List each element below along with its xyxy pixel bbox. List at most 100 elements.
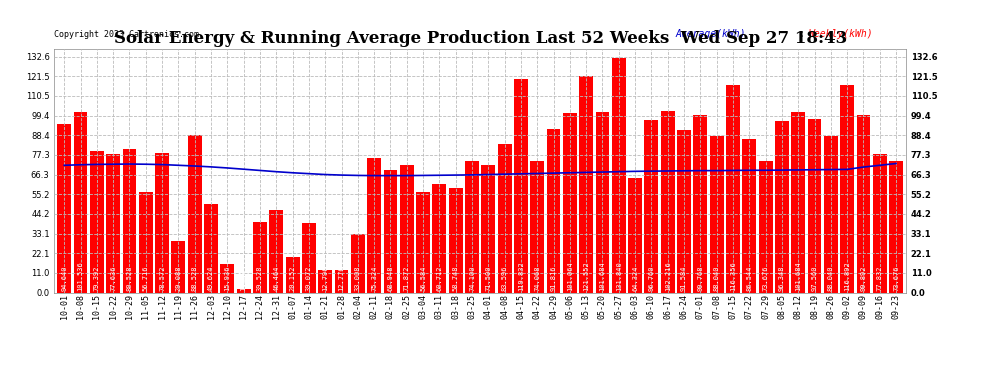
Text: 73.676: 73.676 [762,265,768,291]
Bar [824,136,838,292]
Bar [383,170,397,292]
Text: 101.064: 101.064 [567,261,573,291]
Bar [791,112,805,292]
Text: 74.100: 74.100 [469,265,475,291]
Bar [841,84,854,292]
Text: 64.324: 64.324 [632,265,639,291]
Text: 101.684: 101.684 [600,261,606,291]
Bar [563,112,577,292]
Bar [188,135,202,292]
Bar [758,161,772,292]
Bar [579,76,593,292]
Text: 46.464: 46.464 [273,265,279,291]
Text: 58.748: 58.748 [452,265,458,291]
Bar [629,178,643,292]
Text: 99.768: 99.768 [697,265,703,291]
Text: 71.500: 71.500 [485,265,491,291]
Bar [873,154,887,292]
Text: 96.348: 96.348 [779,265,785,291]
Bar [139,192,152,292]
Text: 121.552: 121.552 [583,261,589,291]
Bar [253,222,267,292]
Bar [269,210,283,292]
Text: 73.676: 73.676 [893,265,899,291]
Text: 49.624: 49.624 [208,265,214,291]
Text: Copyright 2023 Cartronics.com: Copyright 2023 Cartronics.com [54,30,199,39]
Text: 80.528: 80.528 [127,265,133,291]
Text: 88.040: 88.040 [714,265,720,291]
Bar [726,86,740,292]
Bar [171,241,185,292]
Text: 88.528: 88.528 [192,265,198,291]
Bar [644,120,658,292]
Bar [400,165,414,292]
Text: 39.528: 39.528 [257,265,263,291]
Text: Average(kWh): Average(kWh) [676,29,746,39]
Text: 101.536: 101.536 [77,261,83,291]
Bar [90,151,104,292]
Bar [335,270,348,292]
Bar [481,165,495,292]
Text: 74.068: 74.068 [535,265,541,291]
Bar [123,149,137,292]
Bar [73,112,87,292]
Text: 20.152: 20.152 [290,265,296,291]
Bar [531,161,544,292]
Bar [350,234,364,292]
Bar [710,136,724,292]
Text: 88.040: 88.040 [828,265,834,291]
Text: Weekly(kWh): Weekly(kWh) [809,29,873,39]
Text: 68.948: 68.948 [387,265,393,291]
Text: 39.072: 39.072 [306,265,312,291]
Text: 29.088: 29.088 [175,265,181,291]
Bar [546,129,560,292]
Text: 79.392: 79.392 [94,265,100,291]
Text: 12.776: 12.776 [339,265,345,291]
Text: 86.544: 86.544 [746,265,752,291]
Text: 60.712: 60.712 [437,265,443,291]
Bar [693,115,707,292]
Title: Solar Energy & Running Average Production Last 52 Weeks  Wed Sep 27 18:43: Solar Energy & Running Average Productio… [114,30,846,47]
Bar [498,144,512,292]
Text: 56.584: 56.584 [420,265,426,291]
Text: 96.760: 96.760 [648,265,654,291]
Bar [514,79,528,292]
Bar [237,289,250,292]
Text: 15.936: 15.936 [225,265,231,291]
Bar [596,112,610,292]
Bar [775,121,789,292]
Bar [465,160,479,292]
Text: 119.832: 119.832 [518,261,524,291]
Text: 116.356: 116.356 [730,261,736,291]
Text: 97.560: 97.560 [812,265,818,291]
Text: 12.796: 12.796 [322,265,329,291]
Text: 99.892: 99.892 [860,265,866,291]
Text: 91.584: 91.584 [681,265,687,291]
Bar [106,154,120,292]
Text: 33.008: 33.008 [354,265,360,291]
Text: 94.640: 94.640 [61,265,67,291]
Bar [808,119,822,292]
Text: 56.716: 56.716 [143,265,148,291]
Bar [318,270,332,292]
Bar [677,129,691,292]
Text: 131.840: 131.840 [616,261,622,291]
Text: 71.872: 71.872 [404,265,410,291]
Bar [155,153,169,292]
Text: 102.216: 102.216 [664,261,670,291]
Bar [302,223,316,292]
Text: 83.596: 83.596 [502,265,508,291]
Text: 1.928: 1.928 [241,270,247,291]
Bar [416,192,430,292]
Bar [889,161,903,292]
Bar [448,188,462,292]
Bar [433,184,446,292]
Bar [204,204,218,292]
Bar [367,159,381,292]
Text: 116.892: 116.892 [844,261,850,291]
Text: 75.324: 75.324 [371,265,377,291]
Bar [856,115,870,292]
Text: 91.816: 91.816 [550,265,556,291]
Text: 77.636: 77.636 [110,265,116,291]
Bar [742,138,756,292]
